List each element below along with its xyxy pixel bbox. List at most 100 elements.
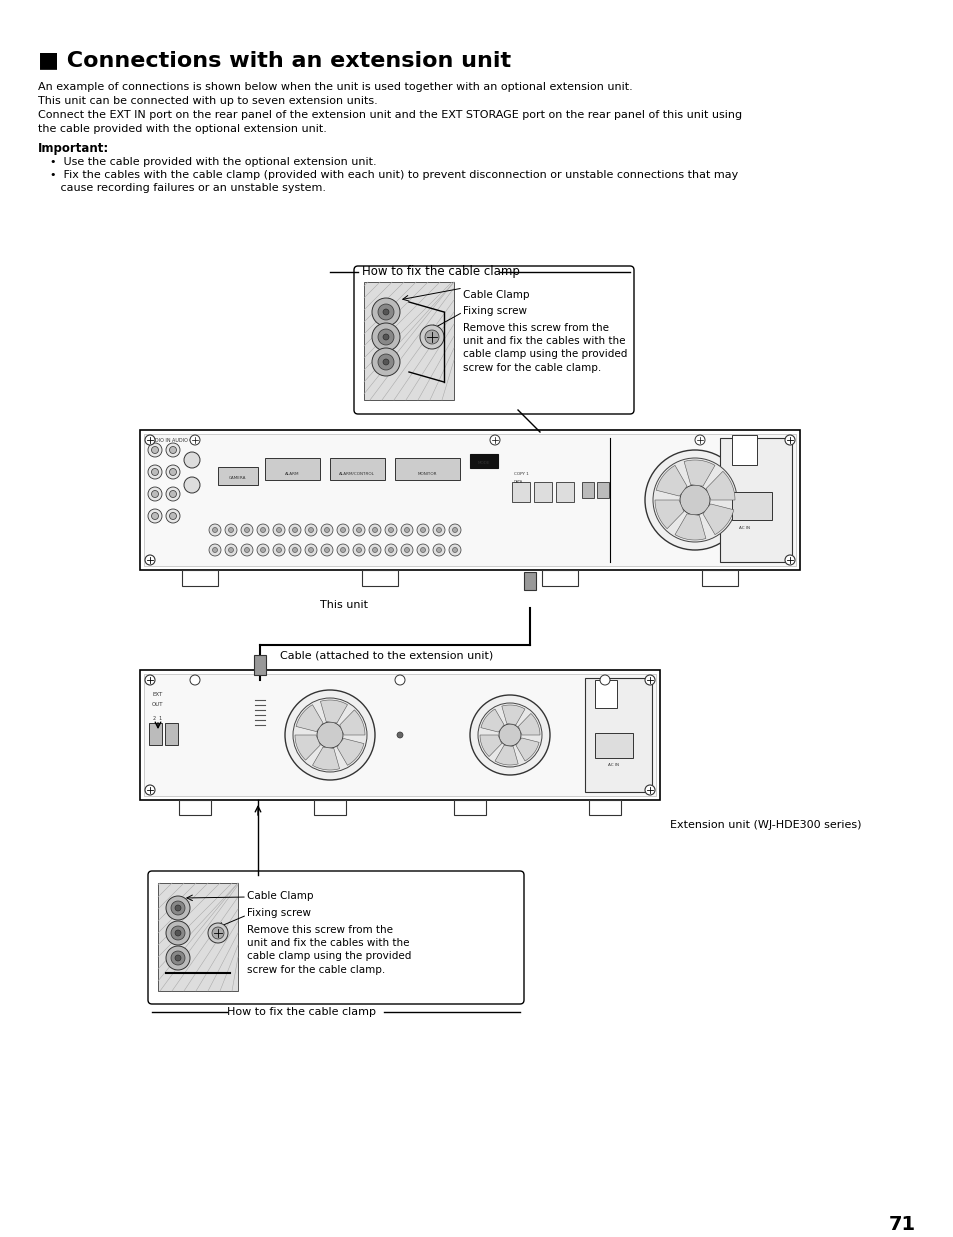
Bar bbox=[364, 282, 454, 400]
Circle shape bbox=[170, 512, 176, 520]
Circle shape bbox=[385, 544, 396, 555]
Text: Remove this screw from the
unit and fix the cables with the
cable clamp using th: Remove this screw from the unit and fix … bbox=[247, 925, 411, 975]
Circle shape bbox=[166, 946, 190, 970]
Circle shape bbox=[400, 544, 413, 555]
Circle shape bbox=[679, 485, 709, 515]
Bar bbox=[165, 722, 178, 745]
Circle shape bbox=[336, 524, 349, 536]
Text: Important:: Important: bbox=[38, 142, 110, 155]
Circle shape bbox=[433, 544, 444, 555]
Circle shape bbox=[784, 435, 794, 445]
Text: cause recording failures or an unstable system.: cause recording failures or an unstable … bbox=[50, 183, 326, 193]
Circle shape bbox=[320, 524, 333, 536]
Bar bbox=[581, 482, 594, 499]
Circle shape bbox=[377, 304, 394, 320]
Circle shape bbox=[171, 951, 185, 965]
Bar bbox=[140, 430, 800, 570]
Circle shape bbox=[369, 544, 380, 555]
Circle shape bbox=[452, 548, 457, 553]
Bar bbox=[556, 482, 574, 502]
Circle shape bbox=[644, 450, 744, 550]
Polygon shape bbox=[294, 735, 320, 760]
Circle shape bbox=[372, 548, 377, 553]
Bar bbox=[731, 435, 757, 465]
Circle shape bbox=[369, 524, 380, 536]
Circle shape bbox=[340, 548, 345, 553]
Text: Extension unit (WJ-HDE300 series): Extension unit (WJ-HDE300 series) bbox=[669, 820, 861, 830]
Text: Connect the EXT IN port on the rear panel of the extension unit and the EXT STOR: Connect the EXT IN port on the rear pane… bbox=[38, 110, 741, 120]
Circle shape bbox=[184, 477, 200, 494]
Bar bbox=[720, 438, 791, 562]
Circle shape bbox=[416, 524, 429, 536]
Circle shape bbox=[449, 544, 460, 555]
Polygon shape bbox=[517, 714, 539, 735]
Circle shape bbox=[498, 724, 520, 746]
Circle shape bbox=[377, 354, 394, 370]
Bar bbox=[361, 570, 397, 586]
Circle shape bbox=[190, 675, 200, 685]
Polygon shape bbox=[313, 747, 339, 769]
Circle shape bbox=[289, 524, 301, 536]
Bar bbox=[149, 722, 162, 745]
Circle shape bbox=[190, 435, 200, 445]
Bar bbox=[330, 458, 385, 480]
Circle shape bbox=[174, 930, 181, 936]
Circle shape bbox=[148, 487, 162, 501]
Text: EXT: EXT bbox=[152, 691, 163, 696]
Bar bbox=[144, 434, 795, 567]
Circle shape bbox=[436, 527, 441, 532]
Text: How to fix the cable clamp: How to fix the cable clamp bbox=[361, 266, 519, 278]
Bar bbox=[144, 674, 656, 795]
Circle shape bbox=[372, 298, 399, 327]
Circle shape bbox=[152, 469, 158, 475]
Circle shape bbox=[213, 548, 217, 553]
Bar bbox=[314, 800, 346, 815]
Circle shape bbox=[208, 923, 228, 943]
Text: POWER: POWER bbox=[737, 447, 752, 450]
Circle shape bbox=[372, 527, 377, 532]
Circle shape bbox=[285, 690, 375, 781]
Circle shape bbox=[404, 527, 409, 532]
Text: •  Fix the cables with the cable clamp (provided with each unit) to prevent disc: • Fix the cables with the cable clamp (p… bbox=[50, 169, 738, 181]
Text: POWER: POWER bbox=[598, 687, 613, 690]
Text: Remove this screw from the
unit and fix the cables with the
cable clamp using th: Remove this screw from the unit and fix … bbox=[462, 323, 627, 372]
Circle shape bbox=[148, 443, 162, 456]
Circle shape bbox=[273, 544, 285, 555]
Circle shape bbox=[148, 465, 162, 479]
Circle shape bbox=[276, 527, 281, 532]
Circle shape bbox=[490, 435, 499, 445]
Circle shape bbox=[416, 544, 429, 555]
Circle shape bbox=[316, 722, 343, 748]
Circle shape bbox=[152, 512, 158, 520]
Circle shape bbox=[436, 548, 441, 553]
Circle shape bbox=[305, 544, 316, 555]
Circle shape bbox=[166, 508, 180, 523]
Circle shape bbox=[260, 527, 265, 532]
Circle shape bbox=[293, 548, 297, 553]
Circle shape bbox=[644, 675, 655, 685]
Bar bbox=[140, 670, 659, 800]
Circle shape bbox=[260, 548, 265, 553]
Circle shape bbox=[174, 955, 181, 961]
Circle shape bbox=[382, 309, 389, 315]
Polygon shape bbox=[656, 465, 686, 496]
Text: AC IN: AC IN bbox=[608, 763, 618, 767]
Circle shape bbox=[388, 548, 393, 553]
Circle shape bbox=[171, 927, 185, 940]
Text: COPY 1: COPY 1 bbox=[514, 473, 528, 476]
Text: DATA: DATA bbox=[514, 480, 522, 484]
Circle shape bbox=[336, 544, 349, 555]
Circle shape bbox=[382, 334, 389, 340]
Circle shape bbox=[452, 527, 457, 532]
Bar bbox=[218, 468, 257, 485]
Circle shape bbox=[388, 527, 393, 532]
Circle shape bbox=[599, 675, 609, 685]
Circle shape bbox=[170, 491, 176, 497]
Text: OUT: OUT bbox=[152, 703, 164, 708]
Polygon shape bbox=[336, 738, 363, 766]
Circle shape bbox=[433, 524, 444, 536]
Text: An example of connections is shown below when the unit is used together with an : An example of connections is shown below… bbox=[38, 82, 632, 92]
Circle shape bbox=[244, 548, 250, 553]
Bar bbox=[541, 570, 578, 586]
Text: Fixing screw: Fixing screw bbox=[462, 306, 526, 315]
